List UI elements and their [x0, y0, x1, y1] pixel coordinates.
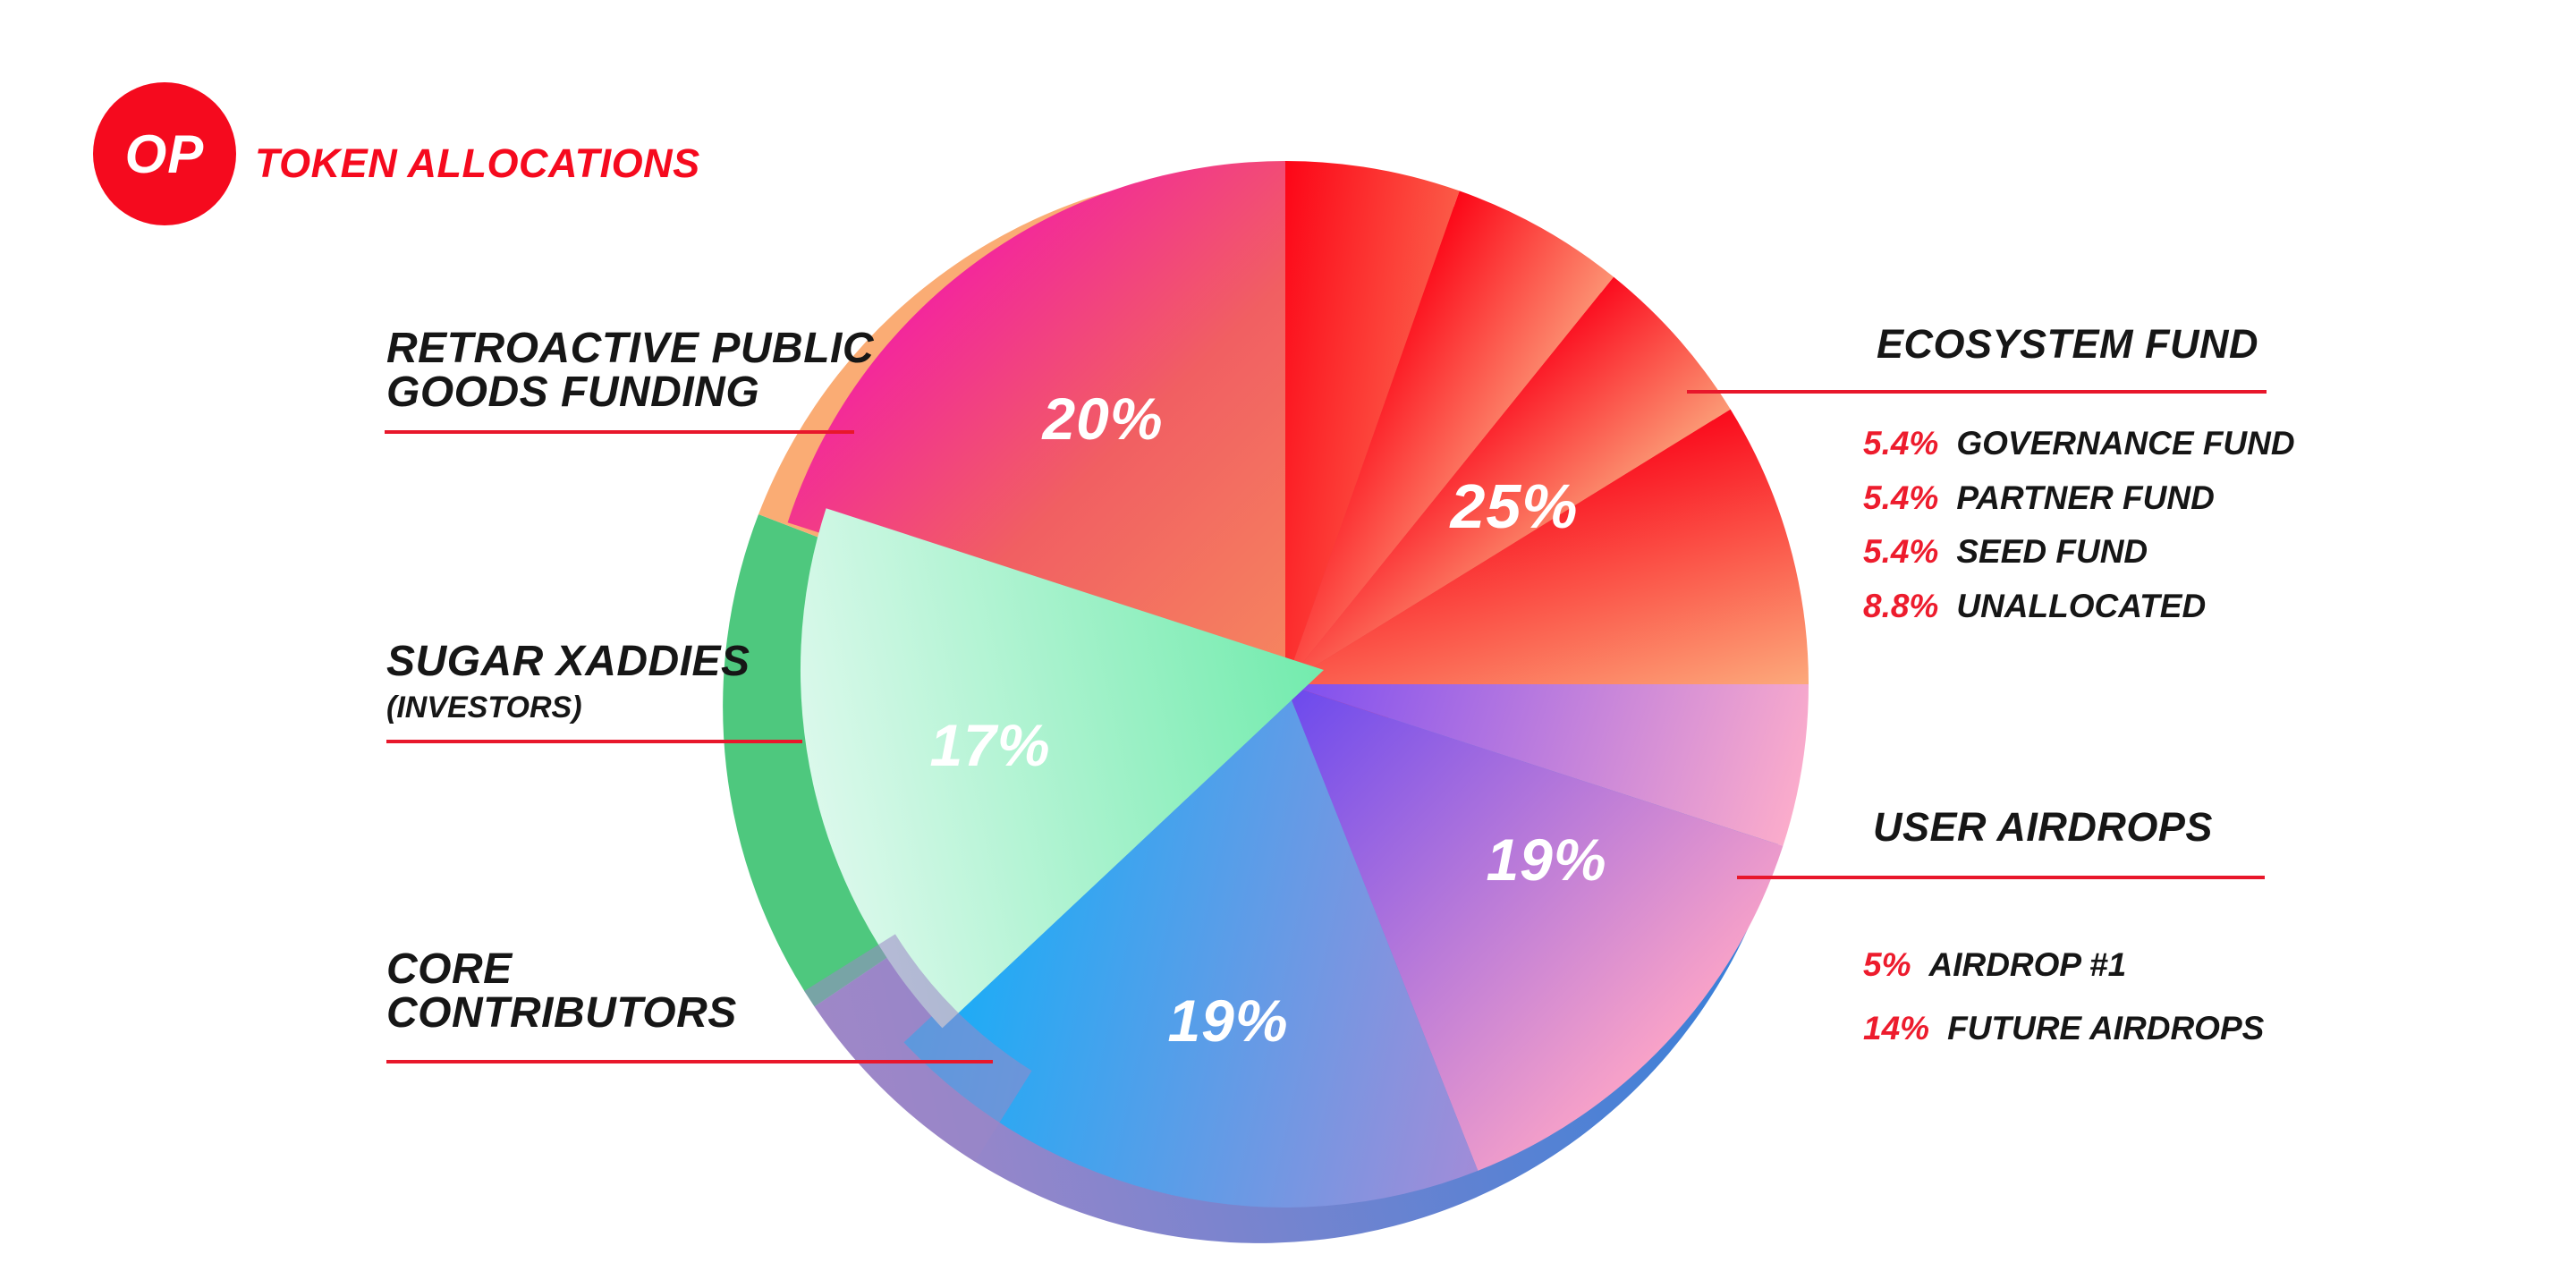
slice-core-contributors — [903, 684, 1479, 1208]
leader-lines — [385, 390, 2267, 1063]
callout-core-line2: CONTRIBUTORS — [386, 989, 737, 1037]
user-row-future: 14% FUTURE AIRDROPS — [1863, 1010, 2264, 1047]
slice-percent-core-contributors: 19% — [1167, 987, 1289, 1054]
slice-percent-retro: 20% — [1042, 386, 1164, 452]
callout-sugar-label: SUGAR XADDIES (INVESTORS) — [386, 640, 750, 725]
slice-ecosystem-unallocated — [1285, 409, 1809, 684]
row-label: SEED FUND — [1956, 533, 2148, 570]
slice-percent-user-airdrops: 19% — [1486, 826, 1607, 893]
slice-percent-ecosystem: 25% — [1450, 471, 1579, 541]
callout-user-heading: USER AIRDROPS — [1873, 804, 2213, 850]
pie-main-layer — [787, 161, 1809, 1208]
row-percent: 5% — [1863, 946, 1911, 983]
row-label: AIRDROP #1 — [1928, 946, 2127, 983]
rim-blend-overlay — [804, 934, 1032, 1162]
row-percent: 14% — [1863, 1010, 1930, 1046]
callout-sugar-line1: SUGAR XADDIES — [386, 638, 750, 685]
row-label: FUTURE AIRDROPS — [1947, 1010, 2265, 1046]
row-percent: 5.4% — [1863, 425, 1939, 462]
page-title: TOKEN ALLOCATIONS — [255, 140, 700, 186]
user-row-airdrop1: 5% AIRDROP #1 — [1863, 946, 2126, 984]
callout-sugar-line2: (INVESTORS) — [386, 691, 582, 724]
slice-percent-sugar-xaddies: 17% — [929, 712, 1051, 778]
slice-ecosystem-seed-fund — [1285, 276, 1731, 684]
op-logo: OP — [93, 82, 236, 225]
slice-user-future-airdrops — [1285, 684, 1784, 1171]
row-label: UNALLOCATED — [1956, 588, 2207, 624]
op-logo-text: OP — [124, 123, 205, 184]
callout-retro-line1: RETROACTIVE PUBLIC — [386, 325, 875, 372]
row-percent: 8.8% — [1863, 588, 1939, 624]
row-percent: 5.4% — [1863, 479, 1939, 516]
slice-ecosystem-governance-fund — [1285, 161, 1460, 684]
callout-ecosystem-heading: ECOSYSTEM FUND — [1877, 321, 2259, 367]
ecosystem-row-unallocated: 8.8% UNALLOCATED — [1863, 588, 2206, 625]
slice-user-airdrop-1 — [1285, 684, 1809, 846]
row-label: PARTNER FUND — [1956, 479, 2215, 516]
callout-core-label: CORE CONTRIBUTORS — [386, 947, 737, 1035]
slice-sugar-xaddies — [800, 508, 1324, 1029]
callout-retro-line2: GOODS FUNDING — [386, 369, 760, 416]
ecosystem-row-seed: 5.4% SEED FUND — [1863, 533, 2148, 571]
ecosystem-row-partner: 5.4% PARTNER FUND — [1863, 479, 2215, 517]
row-percent: 5.4% — [1863, 533, 1939, 570]
ecosystem-row-governance: 5.4% GOVERNANCE FUND — [1863, 425, 2295, 462]
callout-retro-label: RETROACTIVE PUBLIC GOODS FUNDING — [386, 326, 874, 414]
callout-core-line1: CORE — [386, 945, 513, 993]
row-label: GOVERNANCE FUND — [1956, 425, 2295, 462]
slice-ecosystem-partner-fund — [1285, 191, 1614, 684]
